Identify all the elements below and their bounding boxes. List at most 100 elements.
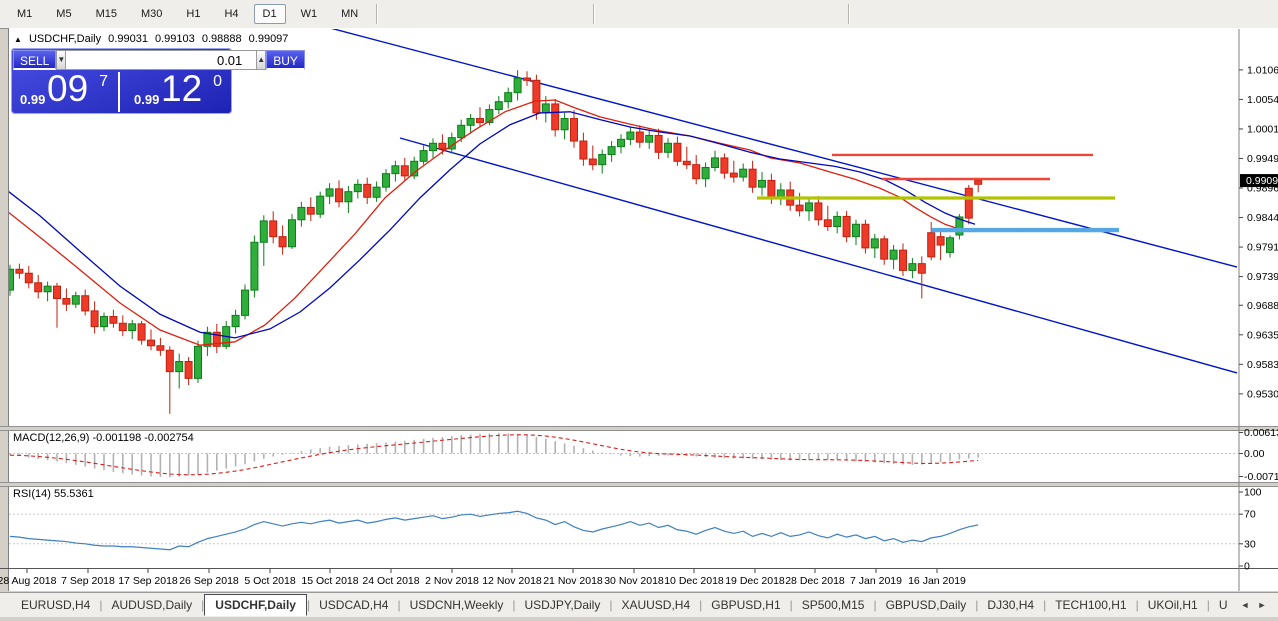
date-axis[interactable] (26, 569, 938, 573)
panel-separator[interactable] (0, 482, 1278, 483)
chart-tab-usdcnh[interactable]: USDCNH,Weekly (409, 598, 504, 612)
candle-body (758, 179, 766, 188)
collapse-triangle-icon[interactable]: ▲ (14, 35, 22, 44)
candle-body (335, 188, 343, 203)
candle-body (382, 173, 390, 188)
candle-body (964, 187, 973, 219)
tab-separator: | (201, 598, 205, 612)
buy-button[interactable]: BUY (266, 50, 305, 70)
rsi-panel (9, 487, 1278, 568)
candle-body (664, 142, 672, 153)
chart-tab-eurusd[interactable]: EURUSD,H4 (21, 598, 91, 612)
candle-body (353, 183, 362, 193)
candle-body (363, 183, 372, 198)
price-scale-label: 0.98965 (1247, 183, 1278, 195)
candle-body (814, 202, 823, 221)
candle-body (570, 118, 578, 142)
candle-body (870, 238, 879, 249)
ma-slow-line (9, 111, 976, 339)
sell-price-display[interactable]: 0.99 09 7 (11, 68, 120, 112)
candle-body (908, 263, 917, 271)
rsi-indicator (9, 510, 1238, 551)
channel-trendline[interactable] (399, 137, 1238, 374)
date-label: 5 Oct 2018 (244, 575, 296, 587)
channel-trendline[interactable] (330, 28, 1238, 268)
candle-body (551, 103, 560, 131)
candle-body (513, 77, 522, 94)
candle-body (34, 282, 43, 293)
candle-body (9, 268, 14, 291)
chart-tab-usdcad[interactable]: USDCAD,H4 (319, 598, 389, 612)
tabs-scroll-left-icon[interactable]: ◄ (1240, 600, 1250, 610)
tab-separator: | (789, 598, 793, 612)
timeframe-button-m1[interactable]: M1 (17, 8, 33, 20)
candle-body (645, 134, 654, 143)
tabs-scroll-right-icon[interactable]: ► (1257, 600, 1267, 610)
timeframe-button-h4[interactable]: H4 (224, 8, 239, 20)
candle-body (250, 241, 259, 291)
open-value: 0.99031 (108, 33, 148, 45)
lot-decrease-button[interactable]: ▼ (56, 50, 67, 70)
candle-body (711, 157, 719, 168)
panel-separator-band[interactable] (0, 483, 1278, 486)
chart-tab-sp500[interactable]: SP500,M15 (801, 598, 865, 612)
candle-body (729, 172, 738, 178)
candle-body (457, 124, 466, 139)
chart-tab-usdjpy[interactable]: USDJPY,Daily (524, 598, 601, 612)
candle-body (118, 322, 127, 332)
sell-button[interactable]: SELL (13, 50, 57, 70)
timeframe-button-d1[interactable]: D1 (253, 4, 286, 24)
candle-body (692, 164, 701, 180)
candle-body (241, 289, 249, 316)
date-label: 28 Aug 2018 (0, 575, 57, 587)
candle-body (504, 92, 513, 103)
rsi-scale-label: 30 (1244, 538, 1256, 550)
price-scale-label: 1.00540 (1247, 94, 1278, 106)
chart-tab-xauusd[interactable]: XAUUSD,H4 (621, 598, 691, 612)
tab-separator: | (873, 598, 877, 612)
chart-tab-usdchf[interactable]: USDCHF,Daily (204, 594, 307, 616)
candle-body (955, 216, 964, 236)
candle-body (231, 314, 240, 328)
chart-tab-audusd[interactable]: AUDUSD,Daily (111, 598, 193, 612)
lot-increase-button[interactable]: ▲ (256, 50, 267, 70)
symbol-title: USDCHF,Daily (28, 33, 102, 45)
panel-separator-band[interactable] (0, 427, 1278, 430)
chart-tab-gbpusd[interactable]: GBPUSD,Daily (885, 598, 967, 612)
date-label: 28 Dec 2018 (785, 575, 845, 587)
candle-body (184, 361, 193, 379)
timeframe-button-m30[interactable]: M30 (140, 8, 163, 20)
macd-label: MACD(12,26,9) -0.001198 -0.002754 (13, 432, 194, 444)
chart-tab-ukoil[interactable]: UKOil,H1 (1147, 598, 1198, 612)
timeframe-button-h1[interactable]: H1 (186, 8, 201, 20)
timeframe-button-mn[interactable]: MN (341, 8, 359, 20)
timeframe-button-w1[interactable]: W1 (300, 8, 318, 20)
macd-indicator (9, 433, 1238, 478)
chart-canvas[interactable]: MACD(12,26,9) -0.001198 -0.002754 RSI(14)… (0, 28, 1278, 591)
price-scale-label: 0.97915 (1247, 242, 1278, 254)
chart-tab-u[interactable]: U (1218, 598, 1228, 612)
candle-body (842, 215, 851, 238)
candle-body (419, 150, 428, 162)
price-scale[interactable] (1239, 69, 1278, 567)
candle-body (823, 219, 832, 228)
candle-body (805, 202, 813, 212)
chart-tab-dj30[interactable]: DJ30,H4 (987, 598, 1035, 612)
candle-body (53, 285, 61, 300)
lot-size-input[interactable] (66, 50, 257, 70)
buy-price-display[interactable]: 0.99 12 0 (125, 68, 232, 112)
candle-body (917, 263, 926, 274)
candle-body (617, 138, 625, 148)
timeframe-button-m15[interactable]: M15 (95, 8, 117, 20)
date-label: 17 Sep 2018 (118, 575, 178, 587)
low-value: 0.98888 (201, 33, 242, 45)
panel-separator[interactable] (0, 426, 1278, 427)
chart-tab-tech100[interactable]: TECH100,H1 (1055, 598, 1127, 612)
candle-body (203, 331, 212, 347)
date-label: 16 Jan 2019 (908, 575, 966, 587)
chart-tab-gbpusd[interactable]: GBPUSD,H1 (711, 598, 781, 612)
timeframe-button-m5[interactable]: M5 (56, 8, 72, 20)
candle-body (654, 134, 663, 153)
